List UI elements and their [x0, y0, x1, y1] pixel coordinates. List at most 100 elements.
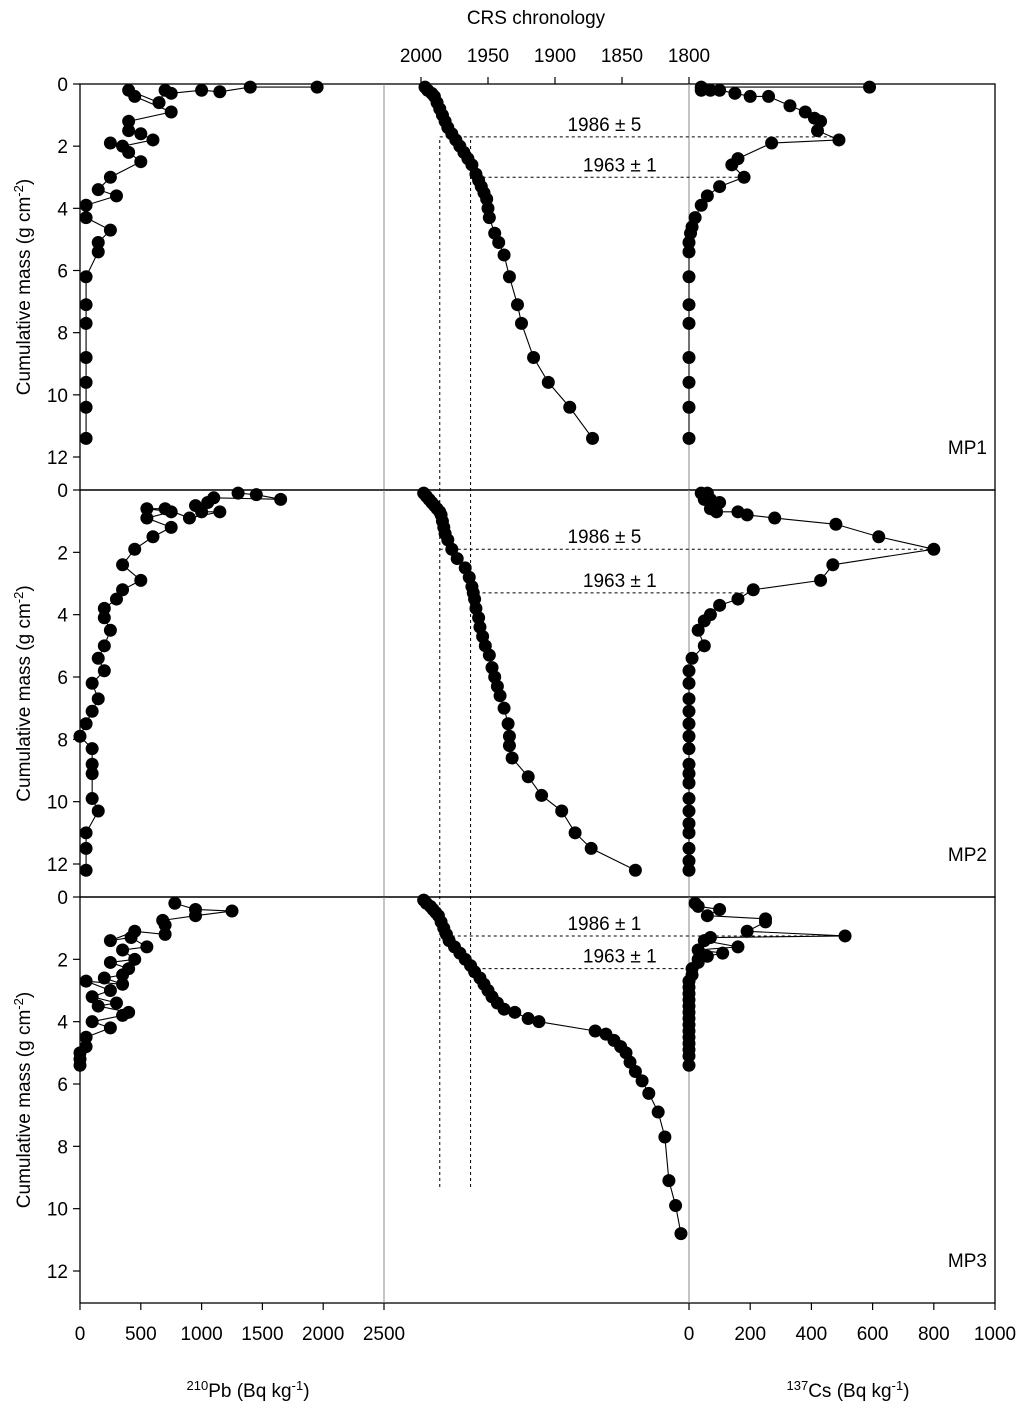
- cs-tick-label: 200: [734, 1324, 766, 1345]
- panel-frame: [79, 83, 996, 491]
- year-point: [492, 236, 506, 250]
- cs-point: [798, 105, 812, 119]
- y-tick-label: 8: [57, 1137, 68, 1158]
- pb-point: [97, 611, 111, 625]
- pb-point: [116, 943, 130, 957]
- cs-axis: 0 200 400 600 800 1000: [684, 1303, 1016, 1345]
- pb-point: [195, 83, 209, 97]
- cs-point: [682, 664, 696, 678]
- pb-point: [109, 189, 123, 203]
- year-point: [482, 211, 496, 225]
- cs-point: [682, 245, 696, 259]
- cs-point: [783, 99, 797, 113]
- year-point: [502, 739, 516, 753]
- pb-series: [73, 896, 239, 1072]
- cs-series: [682, 80, 877, 445]
- y-axis-label: Cumulative mass (g cm-2): [11, 992, 35, 1208]
- annotation-label: 1986 ± 5: [567, 527, 641, 548]
- pb-point: [122, 114, 136, 128]
- pb-tick-label: 2000: [302, 1324, 344, 1345]
- year-point: [497, 1002, 511, 1016]
- y-axis-label: Cumulative mass (g cm-2): [11, 585, 35, 801]
- cs-point: [682, 1058, 696, 1072]
- pb-point: [79, 375, 93, 389]
- year-point: [450, 552, 464, 566]
- pb-axis-label: 210Pb (Bq kg-1): [186, 1378, 309, 1402]
- pb-point: [79, 198, 93, 212]
- pb-point: [152, 96, 166, 110]
- cs-point: [832, 133, 846, 147]
- y-tick-label: 6: [57, 668, 68, 689]
- cs-tick-label: 600: [857, 1324, 889, 1345]
- annotation-label: 1963 ± 1: [583, 571, 657, 592]
- year-tick-label: 1900: [534, 46, 576, 67]
- cs-point: [728, 86, 742, 100]
- cs-point: [691, 899, 705, 913]
- cs-series: [682, 486, 941, 877]
- year-point: [510, 298, 524, 312]
- y-tick-label: 6: [57, 262, 68, 283]
- cs-point: [682, 704, 696, 718]
- pb-point: [274, 492, 288, 506]
- cs-point: [682, 316, 696, 330]
- pb-point: [128, 952, 142, 966]
- panel-mp1: 0 2 4 6 8 10 12 Cumulative mass (g cm-2) MP1 1986…: [11, 75, 996, 491]
- y-tick-label: 0: [57, 481, 68, 502]
- pb-point: [103, 934, 117, 948]
- year-point: [588, 1024, 602, 1038]
- cs-point: [697, 934, 711, 948]
- y-tick-label: 10: [47, 1200, 68, 1221]
- year-tick-label: 2000: [400, 46, 442, 67]
- cs-point: [768, 511, 782, 525]
- year-point: [508, 1005, 522, 1019]
- y-tick-label: 12: [47, 855, 68, 876]
- cs-point: [731, 940, 745, 954]
- pb-point: [128, 542, 142, 556]
- year-point: [568, 826, 582, 840]
- cs-point: [762, 89, 776, 103]
- cs-point: [694, 83, 708, 97]
- pb-point: [225, 904, 239, 918]
- cs-point: [700, 909, 714, 923]
- pb-tick-label: 500: [125, 1324, 157, 1345]
- cs-point: [743, 89, 757, 103]
- y-tick-label: 12: [47, 1262, 68, 1283]
- pb-point: [79, 974, 93, 988]
- pb-point: [79, 431, 93, 445]
- year-point: [493, 689, 507, 703]
- cs-point: [682, 375, 696, 389]
- cs-point: [746, 583, 760, 597]
- cs-point: [829, 517, 843, 531]
- cs-point: [863, 80, 877, 94]
- pb-point: [85, 704, 99, 718]
- pb-point: [79, 841, 93, 855]
- cs-point: [694, 198, 708, 212]
- site-label: MP2: [948, 845, 987, 866]
- cs-point: [713, 83, 727, 97]
- cs-point: [682, 717, 696, 731]
- y-tick-label: 2: [57, 543, 68, 564]
- cs-point: [682, 270, 696, 284]
- year-point: [669, 1199, 683, 1213]
- pb-point: [164, 520, 178, 534]
- year-point: [541, 375, 555, 389]
- pb-point: [116, 977, 130, 991]
- y-tick-label: 6: [57, 1075, 68, 1096]
- year-point: [555, 804, 569, 818]
- cs-point: [811, 124, 825, 138]
- pb-point: [103, 984, 117, 997]
- annotation-label: 1986 ± 5: [567, 115, 641, 136]
- pb-point: [231, 486, 245, 500]
- cs-point: [682, 792, 696, 806]
- y-tick-label: 12: [47, 448, 68, 469]
- pb-point: [122, 124, 136, 138]
- site-label: MP3: [948, 1251, 987, 1272]
- cs-point: [691, 943, 705, 957]
- pb-series: [73, 486, 288, 877]
- pb-point: [195, 505, 209, 519]
- pb-point: [79, 351, 93, 365]
- pb-line: [79, 492, 281, 871]
- pb-tick-label: 2500: [363, 1324, 405, 1345]
- y-tick-label: 0: [57, 75, 68, 96]
- cs-point: [826, 558, 840, 572]
